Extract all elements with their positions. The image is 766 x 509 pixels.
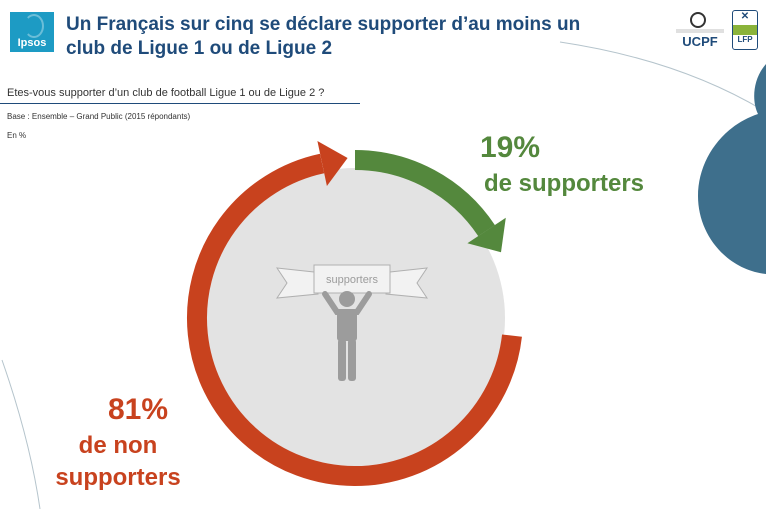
- arrowhead-non-supporters: [317, 141, 348, 186]
- non-supporters-label-line1: de non: [78, 432, 158, 459]
- figure-right-leg: [348, 339, 356, 381]
- unit-note: En %: [7, 131, 27, 140]
- supporter-figure-icon: supporters: [275, 264, 429, 381]
- decorative-curve-bottom: [1, 359, 41, 509]
- non-supporters-percent: 81%: [108, 393, 169, 426]
- ipsos-logo: Ipsos: [10, 12, 54, 52]
- lfp-logo-mark: ✕: [740, 11, 750, 22]
- figure-torso: [337, 309, 357, 341]
- survey-question: Etes-vous supporter d’un club de footbal…: [7, 87, 325, 99]
- non-supporters-label-line2: supporters: [55, 464, 181, 491]
- lfp-logo-text: LFP: [737, 35, 753, 44]
- page-title: Un Français sur cinq se déclare supporte…: [66, 14, 581, 59]
- supporters-percent: 19%: [480, 131, 541, 164]
- ucpf-logo: UCPF: [676, 12, 724, 52]
- non-supporters-label: de non supporters: [28, 430, 208, 494]
- figure-head: [339, 291, 355, 307]
- lfp-logo: ✕ LFP: [732, 10, 758, 50]
- arc-supporters: [354, 150, 495, 237]
- figure-left-leg: [338, 339, 346, 381]
- arrowhead-supporters: [467, 217, 506, 253]
- arc-non-supporters: [186, 153, 522, 487]
- banner: [313, 264, 391, 294]
- base-note: Base : Ensemble – Grand Public (2015 rép…: [7, 112, 191, 121]
- decorative-curve-top: [559, 41, 766, 113]
- decorative-blob: [698, 64, 766, 274]
- ipsos-logo-text: Ipsos: [17, 37, 47, 49]
- supporters-label: de supporters: [484, 170, 645, 197]
- lfp-logo-field: [733, 25, 757, 35]
- football-icon: [690, 12, 706, 28]
- ipsos-logo-mark: [24, 14, 44, 38]
- question-underline: [0, 103, 360, 104]
- ucpf-logo-text: UCPF: [682, 34, 718, 49]
- banner-label: supporters: [326, 274, 378, 286]
- ucpf-logo-band: [676, 29, 724, 33]
